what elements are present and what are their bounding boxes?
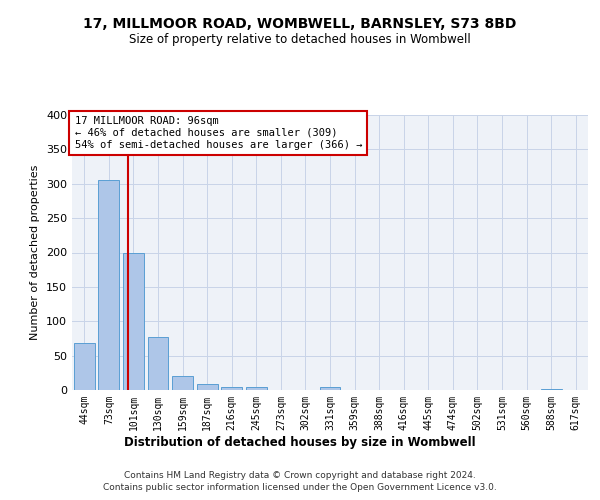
Y-axis label: Number of detached properties: Number of detached properties	[31, 165, 40, 340]
Text: Size of property relative to detached houses in Wombwell: Size of property relative to detached ho…	[129, 32, 471, 46]
Text: Distribution of detached houses by size in Wombwell: Distribution of detached houses by size …	[124, 436, 476, 449]
Bar	[221, 387, 242, 390]
Text: 17 MILLMOOR ROAD: 96sqm
← 46% of detached houses are smaller (309)
54% of semi-d: 17 MILLMOOR ROAD: 96sqm ← 46% of detache…	[74, 116, 362, 150]
Bar	[148, 337, 169, 390]
Bar	[123, 253, 144, 390]
Bar	[541, 388, 562, 390]
Text: Contains public sector information licensed under the Open Government Licence v3: Contains public sector information licen…	[103, 484, 497, 492]
Bar	[98, 180, 119, 390]
Bar	[74, 343, 95, 390]
Bar	[320, 386, 340, 390]
Text: Contains HM Land Registry data © Crown copyright and database right 2024.: Contains HM Land Registry data © Crown c…	[124, 471, 476, 480]
Bar	[246, 387, 267, 390]
Bar	[197, 384, 218, 390]
Bar	[172, 376, 193, 390]
Text: 17, MILLMOOR ROAD, WOMBWELL, BARNSLEY, S73 8BD: 17, MILLMOOR ROAD, WOMBWELL, BARNSLEY, S…	[83, 18, 517, 32]
